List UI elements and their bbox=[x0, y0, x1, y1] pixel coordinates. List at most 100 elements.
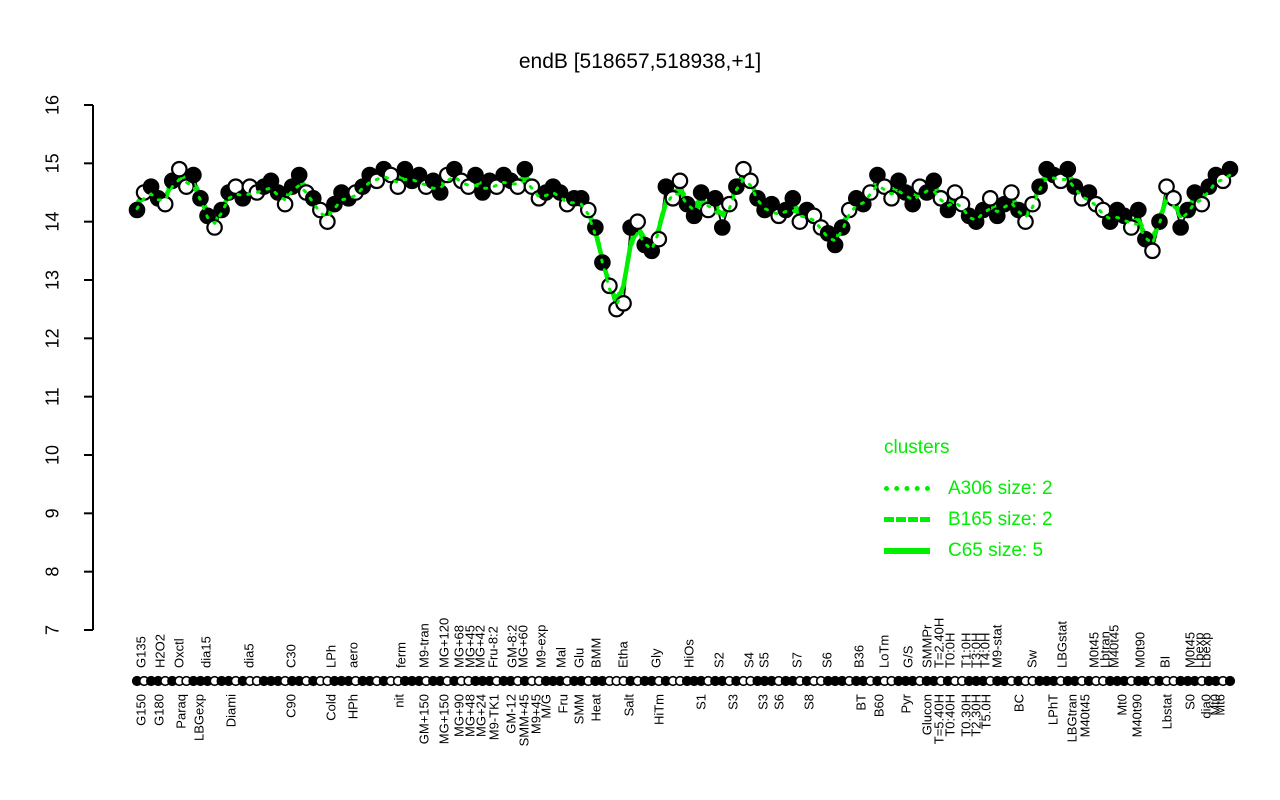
x-label-top: Lbexp bbox=[1192, 633, 1207, 668]
data-point bbox=[446, 160, 463, 178]
data-point bbox=[890, 172, 907, 190]
x-label-top: ferm bbox=[394, 642, 409, 668]
x-label-bottom: S0 bbox=[1183, 694, 1198, 710]
x-label-top: S2 bbox=[712, 652, 727, 668]
x-label-top: BMM bbox=[589, 638, 604, 668]
x-label-bottom: Glucon bbox=[920, 694, 935, 735]
legend-title: clusters bbox=[884, 437, 950, 458]
data-point bbox=[1024, 195, 1041, 213]
data-point bbox=[1193, 195, 1211, 213]
x-label-bottom: Paraq bbox=[174, 694, 189, 729]
data-point bbox=[319, 213, 336, 230]
data-point bbox=[784, 190, 802, 207]
x-label-top: G/S bbox=[901, 645, 916, 668]
dotted-line-swatch bbox=[884, 486, 930, 491]
x-label-top: T=2.40H bbox=[932, 618, 947, 668]
data-point bbox=[185, 166, 202, 184]
x-label-bottom: T=5.40H bbox=[932, 694, 947, 744]
data-point bbox=[869, 166, 886, 184]
data-point bbox=[819, 225, 837, 242]
data-point bbox=[925, 172, 943, 190]
x-label-bottom: Mt0 bbox=[1115, 694, 1130, 716]
legend-item: B165 size: 2 bbox=[884, 504, 1053, 535]
x-label-top: Fru-8:2 bbox=[486, 626, 501, 668]
x-label-bottom: S8 bbox=[802, 694, 817, 710]
y-tick-label: 14 bbox=[42, 212, 62, 232]
data-point bbox=[1186, 184, 1204, 201]
x-label-bottom: G150 bbox=[134, 694, 149, 726]
x-label-bottom: Pyr bbox=[899, 693, 914, 713]
x-label-bottom: HiTm bbox=[652, 694, 667, 725]
x-label-bottom: HPh bbox=[346, 694, 361, 719]
data-point bbox=[883, 190, 900, 207]
x-label-top: Oxctl bbox=[172, 638, 187, 668]
data-point bbox=[615, 295, 632, 312]
x-label-bottom: M9-TK1 bbox=[487, 694, 502, 740]
rug-dot bbox=[1224, 675, 1236, 687]
data-point bbox=[580, 201, 597, 219]
x-label-top: LPh bbox=[324, 645, 339, 668]
x-label-bottom: MG+90 bbox=[452, 694, 467, 737]
data-point bbox=[685, 207, 703, 225]
x-label-bottom: MG+150 bbox=[437, 694, 452, 744]
data-point bbox=[713, 219, 731, 236]
x-label-top: C30 bbox=[284, 644, 299, 668]
x-label-bottom: T0:40H bbox=[943, 694, 958, 737]
data-point bbox=[410, 166, 428, 184]
x-label-top: M0t90 bbox=[1133, 632, 1148, 668]
data-point bbox=[981, 190, 999, 207]
x-label-top: MG+60 bbox=[516, 625, 531, 668]
data-point bbox=[1165, 190, 1182, 207]
data-point bbox=[1059, 160, 1077, 178]
x-label-bottom: C90 bbox=[284, 694, 299, 718]
data-point bbox=[1003, 184, 1020, 201]
data-point bbox=[1179, 201, 1196, 219]
x-label-top: T3:0H bbox=[969, 633, 984, 668]
data-point bbox=[1052, 172, 1070, 190]
data-point bbox=[269, 184, 287, 201]
data-point bbox=[692, 184, 710, 201]
x-label-top: MG+120 bbox=[437, 618, 452, 668]
data-point bbox=[389, 178, 407, 195]
x-label-top: Sw bbox=[1025, 649, 1040, 668]
x-label-top: T4:0H bbox=[978, 633, 993, 668]
x-label-bottom: B60 bbox=[872, 694, 887, 717]
x-label-top: HiOs bbox=[682, 639, 697, 668]
x-label-top: dia5 bbox=[242, 643, 257, 668]
data-point bbox=[516, 160, 534, 178]
legend-item: C65 size: 5 bbox=[884, 535, 1053, 566]
data-point bbox=[833, 219, 851, 236]
data-point bbox=[763, 195, 780, 213]
x-label-bottom: BC bbox=[1012, 694, 1027, 712]
cluster-line-dotted bbox=[135, 173, 1232, 309]
x-label-bottom: T0.30H bbox=[959, 694, 974, 737]
x-label-top: S4 bbox=[742, 652, 757, 668]
x-label-bottom: LBGtran bbox=[1065, 694, 1080, 742]
data-point bbox=[206, 219, 223, 236]
x-label-top: Gly bbox=[649, 648, 664, 668]
data-point bbox=[671, 172, 689, 190]
y-tick-label: 10 bbox=[42, 445, 62, 465]
data-point bbox=[431, 184, 449, 201]
data-point bbox=[721, 195, 738, 213]
x-label-bottom: M/G bbox=[539, 694, 554, 719]
x-label-bottom: S3 bbox=[756, 694, 771, 710]
x-label-bottom: LBGexp bbox=[192, 694, 207, 741]
data-point bbox=[946, 184, 964, 201]
data-point bbox=[728, 178, 745, 195]
data-point bbox=[629, 213, 646, 230]
data-point bbox=[1080, 184, 1098, 201]
x-label-top: dia15 bbox=[199, 636, 214, 668]
data-point bbox=[706, 190, 724, 207]
x-label-top: MG+45 bbox=[463, 625, 478, 668]
data-point bbox=[953, 195, 971, 213]
data-point bbox=[826, 236, 844, 254]
x-label-bottom: GM-12 bbox=[504, 694, 519, 734]
data-point bbox=[650, 230, 668, 248]
legend-item-label: A306 size: 2 bbox=[948, 478, 1053, 499]
data-point bbox=[1172, 219, 1189, 236]
x-label-bottom: SMM+45 bbox=[517, 694, 532, 746]
data-point bbox=[290, 166, 308, 184]
